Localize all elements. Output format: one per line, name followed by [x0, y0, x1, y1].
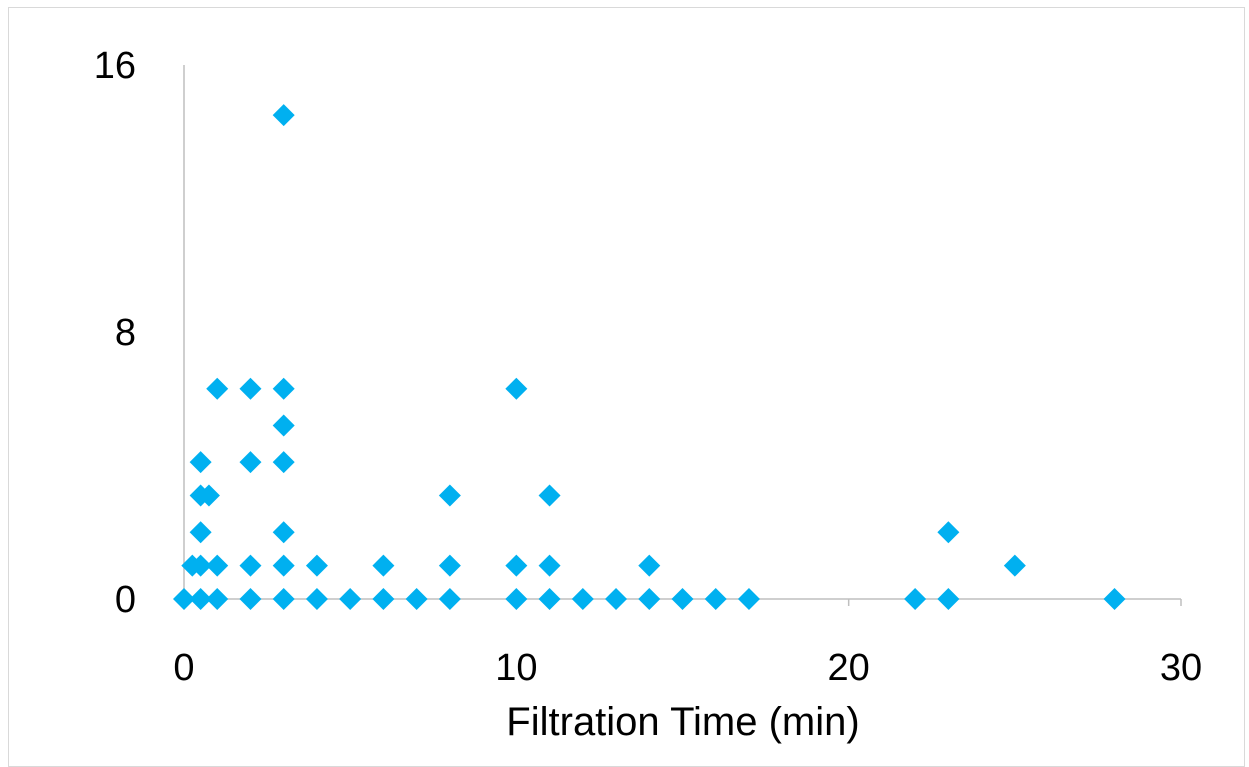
data-point: [937, 588, 960, 610]
data-point: [272, 414, 295, 437]
data-point: [505, 377, 528, 400]
data-point: [1103, 588, 1126, 610]
data-point: [272, 521, 295, 544]
x-axis-title: Filtration Time (min): [506, 700, 859, 744]
data-point: [272, 377, 295, 400]
data-points: [173, 104, 1126, 610]
data-point: [937, 521, 960, 544]
data-point: [305, 554, 328, 577]
data-point: [438, 554, 461, 577]
data-point: [438, 588, 461, 610]
data-point: [538, 554, 561, 577]
y-tick-label: 0: [115, 579, 136, 621]
data-point: [239, 554, 262, 577]
scatter-chart: 0 10 20 30 0 8 16 Filtration Time (min): [94, 45, 1202, 744]
data-point: [538, 588, 561, 610]
x-tick-label: 30: [1160, 647, 1202, 689]
data-point: [1003, 554, 1026, 577]
data-point: [206, 588, 229, 610]
y-tick-label: 8: [115, 312, 136, 354]
data-point: [605, 588, 628, 610]
data-point: [405, 588, 428, 610]
data-point: [239, 588, 262, 610]
data-point: [571, 588, 594, 610]
data-point: [239, 451, 262, 474]
y-tick-label: 16: [94, 45, 136, 87]
data-point: [305, 588, 328, 610]
data-point: [197, 484, 220, 507]
data-point: [638, 554, 661, 577]
data-point: [438, 484, 461, 507]
data-point: [189, 451, 212, 474]
axes: [183, 65, 1181, 600]
data-point: [372, 588, 395, 610]
data-point: [737, 588, 760, 610]
data-point: [239, 377, 262, 400]
data-point: [505, 588, 528, 610]
x-tick-label: 20: [828, 647, 870, 689]
data-point: [904, 588, 927, 610]
data-point: [189, 554, 212, 577]
x-tick-label: 10: [495, 647, 537, 689]
data-point: [538, 484, 561, 507]
tick-labels: 0 10 20 30 0 8 16: [94, 45, 1202, 689]
data-point: [704, 588, 727, 610]
data-point: [189, 521, 212, 544]
data-point: [206, 377, 229, 400]
data-point: [189, 588, 212, 610]
data-point: [339, 588, 362, 610]
data-point: [638, 588, 661, 610]
data-point: [173, 588, 195, 610]
data-point: [505, 554, 528, 577]
data-point: [272, 104, 295, 127]
x-tick-label: 0: [173, 647, 194, 689]
data-point: [272, 451, 295, 474]
data-point: [372, 554, 395, 577]
data-point: [206, 554, 229, 577]
data-point: [671, 588, 694, 610]
data-point: [272, 588, 295, 610]
data-point: [272, 554, 295, 577]
